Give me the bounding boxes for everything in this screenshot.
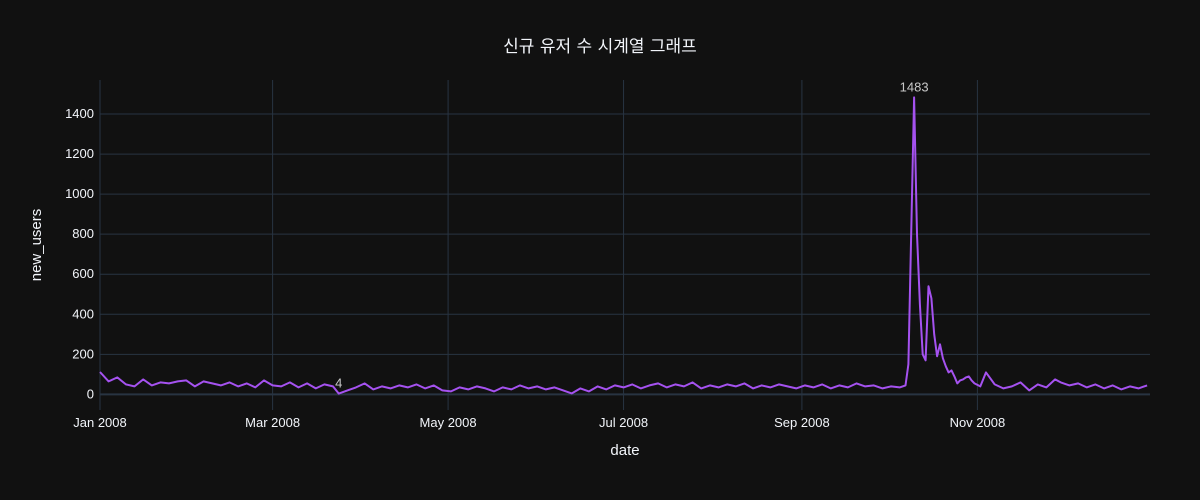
x-tick-label: Mar 2008 xyxy=(245,415,300,430)
series-line xyxy=(99,96,1148,395)
axis-ticks: 0 200 400 600 800 1000 1200 1400 Jan 2008 Mar 200… xyxy=(65,106,1005,430)
y-axis-title: new_users xyxy=(28,209,45,282)
chart-title: 신규 유저 수 시계열 그래프 xyxy=(503,37,697,57)
x-tick-label: Jan 2008 xyxy=(73,415,127,430)
y-tick-label: 1200 xyxy=(65,146,94,161)
x-tick-label: Nov 2008 xyxy=(950,415,1006,430)
y-tick-label: 0 xyxy=(87,386,94,401)
y-tick-label: 400 xyxy=(72,306,94,321)
y-tick-label: 800 xyxy=(72,226,94,241)
x-tick-label: Jul 2008 xyxy=(599,415,648,430)
annotation-label: 4 xyxy=(335,376,342,391)
y-tick-label: 1000 xyxy=(65,186,94,201)
x-tick-label: Sep 2008 xyxy=(774,415,830,430)
y-tick-label: 600 xyxy=(72,266,94,281)
y-tick-label: 200 xyxy=(72,346,94,361)
x-axis-title: date xyxy=(610,442,639,459)
series-layer xyxy=(99,96,1148,395)
x-tick-label: May 2008 xyxy=(420,415,477,430)
annotations: 1483 4 xyxy=(335,79,928,390)
annotation-label: 1483 xyxy=(900,79,929,94)
gridlines xyxy=(99,80,1150,410)
y-tick-label: 1400 xyxy=(65,106,94,121)
